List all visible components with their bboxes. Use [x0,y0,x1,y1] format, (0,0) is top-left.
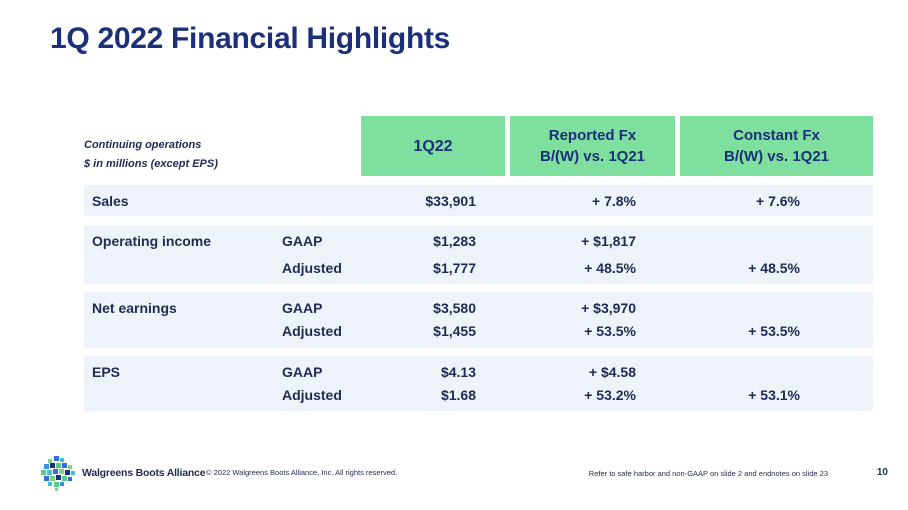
sales-constant: + 7.6% [756,193,800,209]
row-band-sales [84,185,873,216]
net-earnings-gaap-label: GAAP [282,300,323,316]
footer-brand: Walgreens Boots Alliance [82,467,206,479]
header-constant-line2: B/(W) vs. 1Q21 [723,148,830,165]
net-earnings-adjusted-label: Adjusted [282,323,342,339]
page-title: 1Q 2022 Financial Highlights [50,22,451,55]
row-label-eps: EPS [92,364,121,380]
eps-adjusted-value: $1.68 [440,387,476,403]
eps-adjusted-reported: + 53.2% [584,387,636,403]
operating-income-gaap-reported: + $1,817 [581,233,636,249]
eps-gaap-value: $4.13 [440,364,476,380]
row-label-net-earnings: Net earnings [92,300,177,316]
net-earnings-gaap-value: $3,580 [433,300,476,316]
row-band-eps [84,356,873,411]
header-constant-line1: Constant Fx [733,127,820,144]
row-band-operating-income [84,226,873,284]
header-constant-fx: Constant Fx B/(W) vs. 1Q21 [680,116,873,176]
net-earnings-adjusted-reported: + 53.5% [584,323,636,339]
operating-income-adjusted-reported: + 48.5% [584,260,636,276]
sales-value: $33,901 [425,193,476,209]
row-label-operating-income: Operating income [92,233,212,249]
eps-adjusted-label: Adjusted [282,387,342,403]
header-period: 1Q22 [361,116,505,176]
operating-income-gaap-label: GAAP [282,233,323,249]
header-period-label: 1Q22 [413,137,453,155]
operating-income-adjusted-constant: + 48.5% [748,260,800,276]
row-label-sales: Sales [92,193,129,209]
header-reported-line1: Reported Fx [548,127,637,144]
header-reported-line2: B/(W) vs. 1Q21 [539,148,646,165]
operating-income-adjusted-value: $1,777 [433,260,476,276]
net-earnings-gaap-reported: + $3,970 [581,300,636,316]
net-earnings-adjusted-value: $1,455 [433,323,476,339]
operating-income-gaap-value: $1,283 [433,233,476,249]
eps-adjusted-constant: + 53.1% [748,387,800,403]
caption-units: $ in millions (except EPS) [84,158,218,170]
eps-gaap-reported: + $4.58 [588,364,636,380]
net-earnings-adjusted-constant: + 53.5% [748,323,800,339]
walgreens-boots-alliance-logo-icon [41,456,75,491]
caption-continuing-operations: Continuing operations [84,139,202,151]
eps-gaap-label: GAAP [282,364,323,380]
row-band-net-earnings [84,292,873,348]
sales-reported: + 7.8% [592,193,636,209]
page-number: 10 [876,467,888,478]
header-reported-fx: Reported Fx B/(W) vs. 1Q21 [510,116,675,176]
footer-copyright: © 2022 Walgreens Boots Alliance, Inc. Al… [206,468,398,477]
operating-income-adjusted-label: Adjusted [282,260,342,276]
footer-note: Refer to safe harbor and non-GAAP on sli… [588,469,828,478]
